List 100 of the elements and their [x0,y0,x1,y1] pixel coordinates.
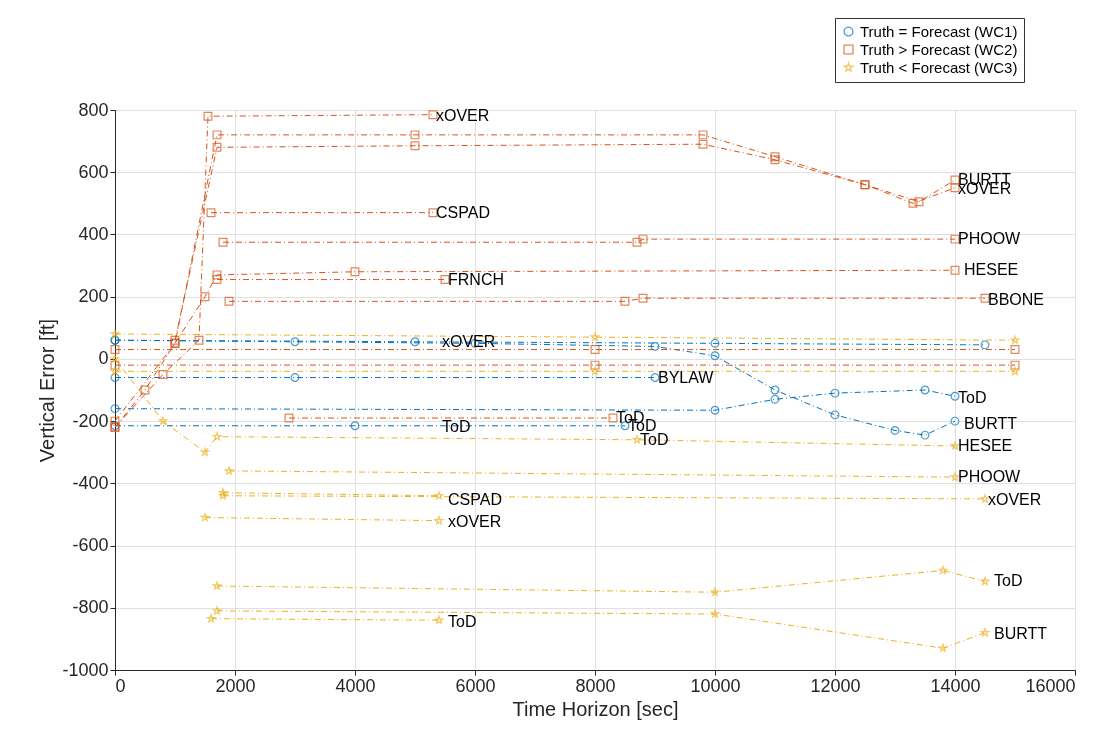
point [980,293,990,303]
annotation: CSPAD [448,491,502,509]
point [590,366,600,376]
point [410,130,420,140]
x-axis-title: Time Horizon [sec] [512,697,679,720]
annotation: FRNCH [448,270,504,288]
point [206,208,216,218]
annotation: BYLAW [658,368,715,386]
y-tick-label: 0 [98,348,109,369]
x-tick-label: 14000 [930,675,981,696]
point [698,130,708,140]
point [710,609,720,618]
annotation: HESEE [958,437,1013,454]
point [980,628,990,637]
annotation: xOVER [448,513,502,531]
annotation: PHOOW [958,230,1022,248]
point [1010,335,1020,344]
point [914,197,924,207]
annotation: ToD [958,388,987,406]
legend-label: Truth > Forecast (WC2) [860,40,1018,58]
point [980,576,990,586]
annotation: ToD [640,430,669,448]
point [140,385,150,395]
x-tick-label: 8000 [575,675,616,696]
point [218,491,228,500]
point [224,466,234,475]
point [638,234,648,244]
point [710,405,720,415]
point [698,139,708,149]
point [158,369,168,379]
y-tick-label: 200 [78,286,109,307]
point [290,373,300,383]
x-tick-label: 10000 [690,675,741,696]
annotation: CSPAD [436,203,490,221]
legend-label: Truth < Forecast (WC3) [860,58,1018,76]
point [428,208,438,218]
y-axis-title: Vertical Error [ft] [36,318,59,463]
point [710,587,720,596]
point [1010,345,1020,355]
point [440,275,450,285]
point [950,234,960,244]
point [620,296,630,306]
y-tick-label: -1000 [62,659,109,680]
point [638,293,648,303]
point [632,237,642,247]
point [212,581,222,590]
point [194,335,204,345]
y-tick-label: 400 [78,223,109,244]
point [938,565,948,575]
annotation: PHOOW [958,468,1022,486]
point [650,373,660,383]
point [410,337,420,347]
point [110,366,120,376]
point [110,360,120,370]
point [830,388,840,398]
point [434,516,444,525]
x-tick-label: 4000 [335,675,376,696]
point [110,345,120,355]
point [434,615,444,624]
point [200,447,210,456]
point [590,332,600,341]
point [110,416,120,426]
point [950,416,960,426]
point [950,472,960,481]
y-tick-label: 600 [78,161,109,182]
annotation: xOVER [988,491,1042,509]
point [212,130,222,140]
point [203,111,213,121]
point [212,142,222,152]
point [908,198,918,208]
point [110,329,120,338]
point [218,488,228,497]
point [920,385,930,395]
point [224,296,234,306]
point [110,373,120,383]
x-tick-label: 16000 [1025,675,1076,696]
point [980,340,990,350]
point [218,237,228,247]
point [110,354,120,363]
point [590,360,600,370]
point [950,441,960,450]
point [158,416,168,425]
point [650,341,660,351]
point [590,345,600,355]
x-tick-label: 0 [115,675,126,696]
point [950,265,960,275]
annotation: BBONE [988,290,1045,308]
y-tick-label: -200 [72,410,109,431]
point [110,404,120,414]
annotation: ToD [448,612,477,630]
point [770,385,780,395]
point [206,614,216,623]
point [410,141,420,151]
point [350,267,360,277]
point [830,410,840,420]
point [1010,366,1020,376]
annotation: HESEE [964,261,1019,279]
point [770,394,780,404]
annotation: xOVER [436,107,490,125]
y-tick-label: -400 [72,472,109,493]
